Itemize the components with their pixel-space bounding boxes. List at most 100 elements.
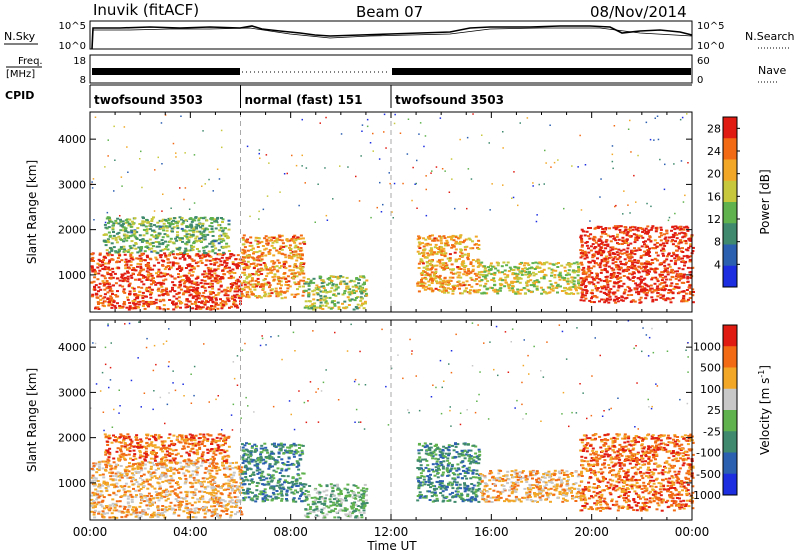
data-speck [113, 190, 115, 192]
data-cell [236, 500, 239, 502]
data-cell [145, 240, 148, 242]
data-cell [103, 284, 106, 286]
data-cell [222, 252, 225, 254]
data-cell [514, 293, 517, 295]
data-cell [587, 235, 590, 237]
data-cell [253, 263, 256, 265]
data-cell [212, 496, 215, 498]
data-cell [99, 474, 102, 476]
data-cell [686, 289, 689, 291]
data-cell [201, 462, 204, 464]
data-cell [338, 308, 341, 310]
data-cell [242, 243, 245, 245]
data-cell [597, 251, 600, 253]
data-cell [424, 271, 427, 273]
freq-tick-high: 18 [73, 56, 86, 67]
data-cell [233, 472, 236, 474]
data-cell [146, 263, 149, 265]
data-cell [127, 278, 130, 280]
data-cell [437, 251, 440, 253]
data-cell [660, 262, 663, 264]
data-cell [620, 295, 623, 297]
data-speck [161, 163, 163, 165]
data-cell [145, 279, 148, 281]
data-speck [306, 167, 308, 169]
data-speck [467, 137, 469, 139]
data-cell [108, 301, 111, 303]
data-speck [502, 131, 504, 133]
data-cell [673, 257, 676, 259]
data-cell [113, 246, 116, 248]
data-cell [307, 283, 310, 285]
data-cell [120, 495, 123, 497]
data-cell [102, 476, 105, 478]
nsky-panel-frame [90, 21, 692, 49]
data-cell [102, 297, 105, 299]
data-cell [220, 492, 223, 494]
data-cell [339, 283, 342, 285]
data-cell [572, 270, 575, 272]
data-cell [272, 247, 275, 249]
data-cell [582, 272, 585, 274]
data-cell [588, 238, 591, 240]
data-cell [119, 280, 122, 282]
data-cell [242, 295, 245, 297]
data-cell [421, 272, 424, 274]
data-speck [585, 164, 587, 166]
data-cell [247, 255, 250, 257]
data-cell [685, 226, 688, 228]
data-cell [265, 269, 268, 271]
data-cell [172, 472, 175, 474]
data-speck [502, 147, 504, 149]
data-cell [214, 509, 217, 511]
data-cell [208, 243, 211, 245]
data-cell [301, 253, 304, 255]
data-speck [268, 162, 270, 164]
data-cell [247, 295, 250, 297]
data-cell [486, 280, 489, 282]
data-speck [175, 156, 177, 158]
data-cell [139, 239, 142, 241]
data-speck [361, 131, 363, 133]
data-cell [196, 297, 199, 299]
data-cell [598, 245, 601, 247]
data-cell [129, 291, 132, 293]
data-speck [394, 114, 396, 116]
data-cell [661, 279, 664, 281]
nsearch-tick-low: 10^0 [697, 41, 724, 52]
data-cell [225, 243, 228, 245]
data-speck [420, 122, 422, 124]
data-cell [131, 240, 134, 242]
data-cell [535, 273, 538, 275]
data-cell [672, 226, 675, 228]
colorbar-swatch [723, 266, 737, 288]
data-cell [186, 264, 189, 266]
data-cell [638, 302, 641, 304]
data-cell [425, 286, 428, 288]
data-cell [585, 277, 588, 279]
data-cell [425, 278, 428, 280]
data-cell [139, 260, 142, 262]
data-cell [573, 262, 576, 264]
data-cell [431, 271, 434, 273]
data-cell [296, 288, 299, 290]
data-cell [124, 265, 127, 267]
data-cell [651, 288, 654, 290]
data-cell [119, 500, 122, 502]
data-cell [172, 223, 175, 225]
data-cell [178, 300, 181, 302]
data-speck [451, 158, 453, 160]
cpid-segment-label: twofsound 3503 [94, 93, 203, 107]
data-cell [638, 299, 641, 301]
data-cell [129, 477, 132, 479]
data-speck [411, 200, 413, 202]
data-cell [540, 277, 543, 279]
data-cell [211, 285, 214, 287]
data-cell [664, 281, 667, 283]
data-cell [673, 235, 676, 237]
data-cell [159, 226, 162, 228]
data-cell [223, 301, 226, 303]
data-cell [618, 285, 621, 287]
cpid-label: CPID [5, 89, 34, 102]
data-cell [159, 494, 162, 496]
